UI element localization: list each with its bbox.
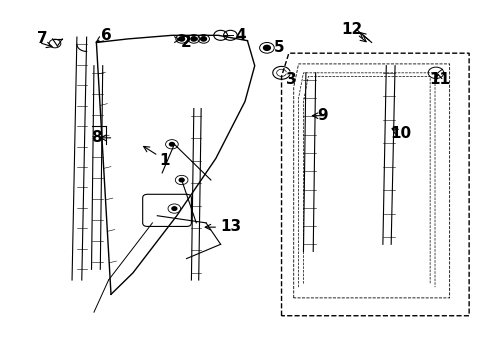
Text: 4: 4	[235, 28, 245, 43]
Text: 13: 13	[220, 219, 241, 234]
Text: 7: 7	[38, 31, 48, 46]
Text: 5: 5	[274, 40, 284, 55]
Text: 9: 9	[318, 108, 328, 123]
Text: 8: 8	[91, 130, 102, 145]
Circle shape	[191, 37, 197, 41]
Text: 3: 3	[286, 72, 296, 87]
Circle shape	[170, 143, 174, 146]
Circle shape	[179, 37, 185, 41]
Text: 11: 11	[429, 72, 450, 87]
Circle shape	[201, 37, 206, 41]
Text: 1: 1	[159, 153, 170, 168]
Circle shape	[179, 178, 184, 182]
Text: 12: 12	[342, 22, 363, 37]
Text: 10: 10	[391, 126, 412, 141]
Text: 6: 6	[101, 28, 112, 43]
Circle shape	[264, 45, 270, 50]
Circle shape	[172, 207, 177, 210]
Text: 2: 2	[181, 35, 192, 50]
